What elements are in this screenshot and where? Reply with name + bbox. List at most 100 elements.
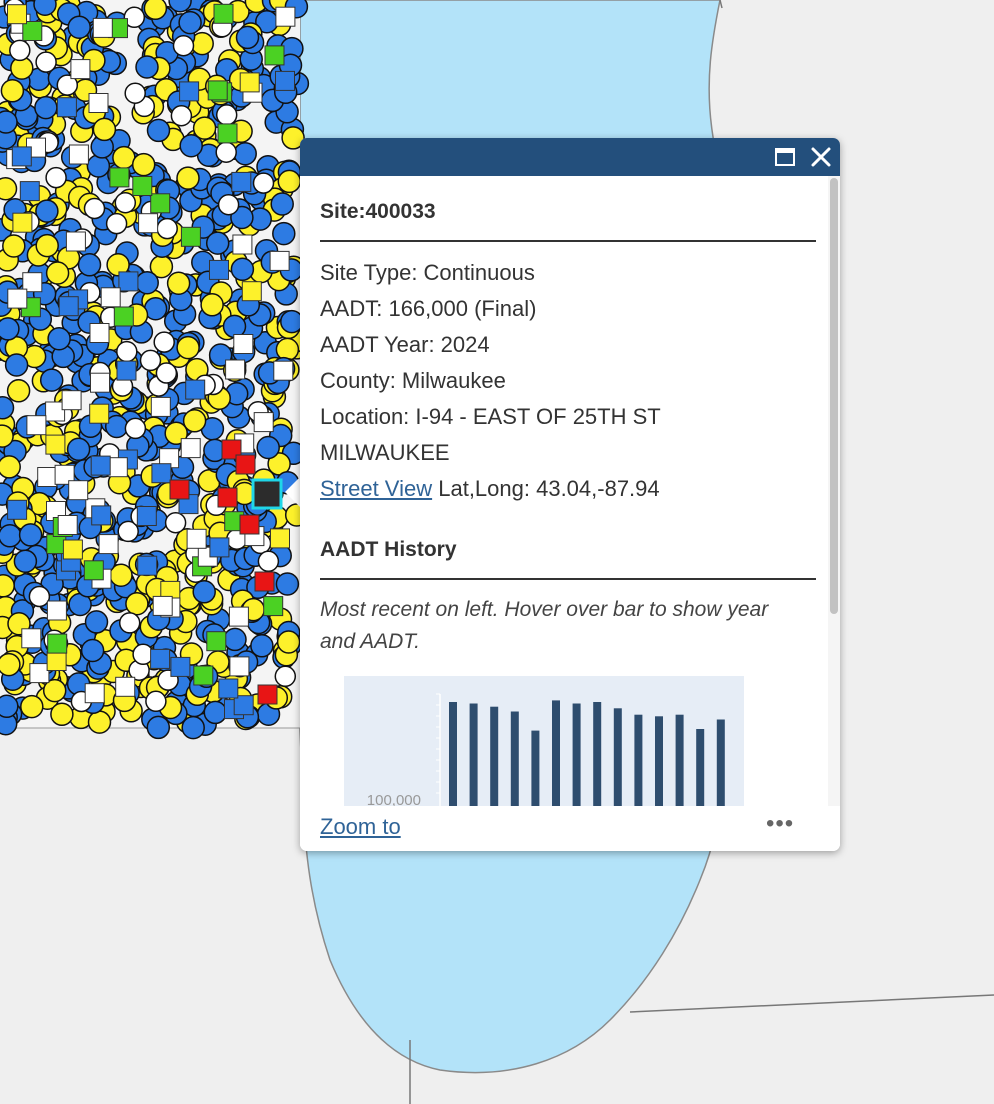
- site-marker-circle: [146, 118, 171, 143]
- site-marker-circle: [176, 166, 200, 190]
- site-marker-square: [209, 537, 230, 558]
- site-marker-square: [239, 72, 260, 93]
- site-marker-circle: [114, 191, 137, 214]
- site-marker-square: [185, 379, 206, 400]
- aadt-bar[interactable]: [449, 702, 457, 806]
- aadt-bar[interactable]: [510, 711, 519, 807]
- site-marker-circle: [135, 270, 159, 295]
- zoom-to-link[interactable]: Zoom to: [320, 814, 401, 839]
- site-marker-square: [61, 390, 82, 411]
- site-marker-circle: [106, 253, 130, 277]
- site-marker-square: [58, 296, 79, 317]
- site-marker-circle: [0, 694, 19, 719]
- maximize-icon[interactable]: [774, 146, 796, 168]
- aadt-bar[interactable]: [675, 714, 684, 806]
- site-title: Site:400033: [320, 200, 436, 223]
- street-view-link[interactable]: Street View: [320, 476, 433, 501]
- close-icon[interactable]: [810, 146, 832, 168]
- site-marker-square: [257, 684, 278, 705]
- aadt-bar[interactable]: [469, 703, 478, 807]
- site-marker-circle: [13, 549, 38, 573]
- site-marker-circle: [215, 141, 237, 163]
- site-marker-circle: [35, 199, 59, 223]
- site-marker-circle: [83, 197, 106, 220]
- aadt-year-text: AADT Year: 2024: [320, 332, 490, 357]
- site-marker-square: [22, 272, 43, 293]
- shoreline-north: [719, 0, 723, 9]
- site-marker-square: [138, 213, 159, 234]
- aadt-bar[interactable]: [696, 729, 705, 806]
- site-marker-square: [29, 663, 50, 684]
- site-marker-circle: [118, 612, 141, 634]
- site-marker-circle: [205, 231, 230, 255]
- site-marker-square: [221, 439, 242, 460]
- site-marker-circle: [182, 409, 207, 433]
- site-marker-square: [132, 176, 153, 196]
- site-marker-square: [207, 80, 228, 101]
- site-marker-circle: [166, 271, 191, 295]
- site-marker-circle: [250, 634, 274, 658]
- selected-site-marker[interactable]: [251, 478, 283, 510]
- site-marker-square: [7, 4, 27, 25]
- site-marker-square: [170, 656, 191, 677]
- site-marker-circle: [143, 0, 168, 21]
- site-marker-square: [116, 360, 137, 381]
- site-marker-circle: [35, 51, 57, 73]
- aadt-bar[interactable]: [716, 719, 725, 807]
- aadt-bar[interactable]: [655, 716, 663, 806]
- site-marker-circle: [252, 172, 275, 194]
- aadt-history-chart: 100,000: [344, 676, 744, 806]
- popup-scrollbar-thumb[interactable]: [830, 178, 838, 614]
- popup-header: [300, 138, 840, 176]
- site-marker-circle: [192, 116, 217, 140]
- site-marker-circle: [233, 141, 257, 166]
- site-marker-circle: [172, 34, 195, 57]
- aadt-bar[interactable]: [531, 730, 540, 806]
- site-marker-circle: [168, 0, 192, 13]
- location-text: Location: I-94 - EAST OF 25TH ST: [320, 404, 661, 429]
- aadt-history-title: AADT History: [320, 538, 457, 561]
- aadt-bar[interactable]: [490, 706, 499, 806]
- site-marker-square: [137, 555, 158, 576]
- site-marker-circle: [124, 82, 146, 104]
- site-popup: Site:400033 Site Type: Continuous AADT: …: [300, 138, 840, 851]
- site-marker-square: [12, 212, 33, 233]
- aadt-bar[interactable]: [634, 714, 643, 806]
- site-marker-square: [115, 676, 136, 697]
- lat-long-text: Lat,Long: 43.04,-87.94: [438, 476, 660, 501]
- site-marker-circle: [9, 39, 31, 62]
- site-marker-square: [21, 628, 42, 649]
- site-marker-square: [235, 454, 256, 475]
- site-marker-square: [100, 287, 121, 308]
- site-marker-circle: [18, 523, 43, 547]
- site-marker-square: [270, 528, 290, 549]
- site-marker-square: [169, 479, 190, 500]
- site-marker-circle: [117, 520, 139, 543]
- site-marker-square: [19, 181, 40, 202]
- aadt-bar[interactable]: [572, 703, 581, 807]
- site-marker-square: [7, 288, 28, 309]
- site-marker-circle: [0, 424, 14, 448]
- site-marker-circle: [116, 340, 138, 363]
- site-marker-circle: [230, 257, 255, 282]
- site-marker-square: [229, 656, 250, 677]
- site-marker-square: [54, 464, 75, 485]
- site-marker-square: [98, 534, 119, 555]
- site-marker-circle: [77, 253, 102, 277]
- site-marker-square: [57, 515, 78, 535]
- aadt-bar[interactable]: [593, 702, 602, 806]
- site-marker-circle: [0, 455, 21, 479]
- site-marker-circle: [0, 110, 18, 134]
- site-marker-square: [90, 455, 111, 476]
- site-marker-circle: [275, 572, 300, 596]
- site-marker-square: [68, 144, 89, 165]
- site-marker-square: [228, 606, 249, 627]
- more-options-icon[interactable]: •••: [766, 810, 795, 837]
- site-marker-circle: [270, 192, 294, 216]
- site-marker-circle: [156, 217, 178, 240]
- site-marker-circle: [39, 368, 64, 392]
- aadt-bar[interactable]: [552, 700, 560, 806]
- aadt-bar[interactable]: [613, 708, 622, 806]
- site-marker-circle: [146, 715, 171, 740]
- site-marker-square: [37, 467, 58, 487]
